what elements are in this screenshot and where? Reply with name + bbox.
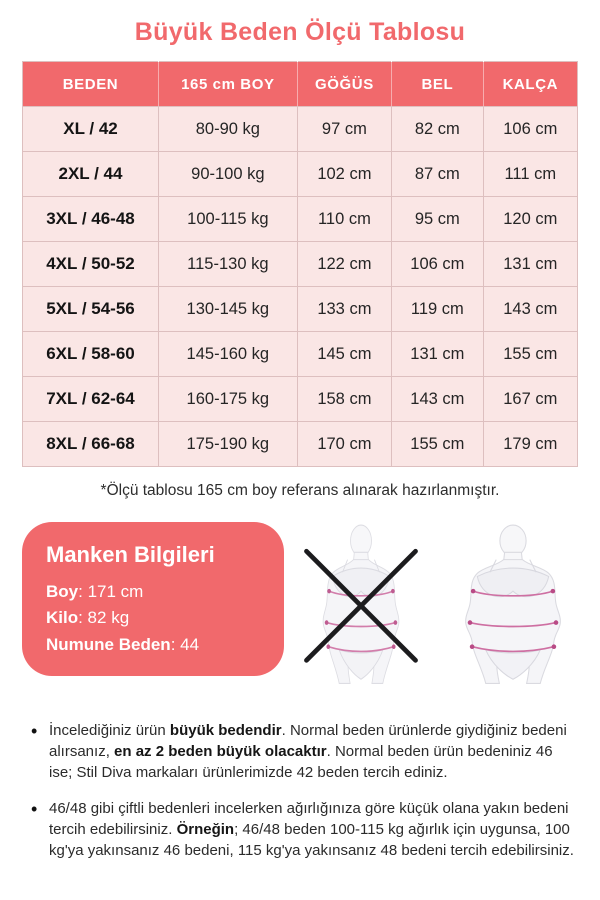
- measurement-cell: 130-145 kg: [157, 286, 298, 332]
- size-cell: XL / 42: [22, 106, 159, 152]
- page-title: Büyük Beden Ölçü Tablosu: [134, 18, 466, 46]
- table-row: 5XL / 54-56 130-145 kg 133 cm 119 cm 143 cm: [22, 286, 579, 332]
- table-row: 4XL / 50-52 115-130 kg 122 cm 106 cm 131 cm: [22, 241, 579, 287]
- measurement-cell: 90-100 kg: [157, 151, 298, 197]
- measurement-cell: 167 cm: [482, 376, 579, 422]
- notes-list: İncelediğiniz ürün büyük bedendir. Norma…: [30, 719, 576, 861]
- model-info-title: Manken Bilgileri: [46, 542, 215, 567]
- column-header: BEL: [391, 61, 484, 107]
- note-double-size-info: 46/48 gibi çiftli bedenleri incelerken a…: [30, 797, 576, 861]
- measurement-cell: 100-115 kg: [157, 196, 298, 242]
- measurement-cell: 155 cm: [482, 331, 579, 377]
- measurement-cell: 170 cm: [296, 421, 393, 467]
- measurement-cell: 133 cm: [296, 286, 393, 332]
- model-info-section: Manken Bilgileri Boy: 171 cm Kilo: 82 kg…: [22, 522, 590, 696]
- measurement-cell: 106 cm: [482, 106, 579, 152]
- measurement-cell: 145-160 kg: [157, 331, 298, 377]
- table-row: 7XL / 62-64 160-175 kg 158 cm 143 cm 167 cm: [22, 376, 579, 422]
- measurement-cell: 87 cm: [391, 151, 484, 197]
- note-sizing-info: İncelediğiniz ürün büyük bedendir. Norma…: [30, 719, 576, 783]
- measurement-cell: 95 cm: [391, 196, 484, 242]
- wrong-body-figure-illustration: [304, 524, 418, 684]
- table-row: 2XL / 44 90-100 kg 102 cm 87 cm 111 cm: [22, 151, 579, 197]
- measurement-cell: 160-175 kg: [157, 376, 298, 422]
- measurement-cell: 111 cm: [482, 151, 579, 197]
- size-cell: 6XL / 58-60: [22, 331, 159, 377]
- x-mark-icon: [304, 548, 418, 663]
- measurement-cell: 143 cm: [391, 376, 484, 422]
- model-sample-size-line: Numune Beden: 44: [46, 634, 200, 654]
- measurement-cell: 158 cm: [296, 376, 393, 422]
- measurement-cell: 143 cm: [482, 286, 579, 332]
- table-row: 6XL / 58-60 145-160 kg 145 cm 131 cm 155 cm: [22, 331, 579, 377]
- column-header: 165 cm BOY: [158, 61, 298, 107]
- measurement-cell: 82 cm: [391, 106, 484, 152]
- measurement-cell: 80-90 kg: [157, 106, 298, 152]
- measurement-cell: 102 cm: [296, 151, 393, 197]
- column-header: GÖĞÜS: [297, 61, 393, 107]
- measurement-cell: 115-130 kg: [157, 241, 298, 287]
- measurement-cell: 97 cm: [296, 106, 393, 152]
- column-header: BEDEN: [22, 61, 159, 107]
- table-row: 8XL / 66-68 175-190 kg 170 cm 155 cm 179 cm: [22, 421, 579, 467]
- measurement-cell: 155 cm: [391, 421, 484, 467]
- column-header: KALÇA: [483, 61, 578, 107]
- table-row: XL / 42 80-90 kg 97 cm 82 cm 106 cm: [22, 106, 579, 152]
- model-height-line: Boy: 171 cm: [46, 582, 144, 601]
- measurement-cell: 131 cm: [391, 331, 484, 377]
- measurement-cell: 179 cm: [482, 421, 579, 467]
- size-cell: 8XL / 66-68: [22, 421, 159, 467]
- measurement-cell: 110 cm: [296, 196, 393, 242]
- measurement-cell: 145 cm: [296, 331, 393, 377]
- table-header-row: BEDEN 165 cm BOY GÖĞÜS BEL KALÇA: [22, 61, 578, 107]
- measurement-cell: 175-190 kg: [157, 421, 298, 467]
- measurement-cell: 106 cm: [391, 241, 484, 287]
- size-cell: 4XL / 50-52: [22, 241, 159, 287]
- size-cell: 5XL / 54-56: [22, 286, 159, 332]
- measurement-cell: 122 cm: [296, 241, 393, 287]
- table-footnote: *Ölçü tablosu 165 cm boy referans alınar…: [100, 482, 500, 499]
- size-cell: 2XL / 44: [22, 151, 159, 197]
- size-cell: 7XL / 62-64: [22, 376, 159, 422]
- measurement-cell: 131 cm: [482, 241, 579, 287]
- size-cell: 3XL / 46-48: [22, 196, 159, 242]
- model-info-card: Manken Bilgileri Boy: 171 cm Kilo: 82 kg…: [22, 522, 284, 677]
- measurement-cell: 120 cm: [482, 196, 579, 242]
- size-table: BEDEN 165 cm BOY GÖĞÜS BEL KALÇA XL / 42 80-9…: [22, 61, 579, 467]
- table-row: 3XL / 46-48 100-115 kg 110 cm 95 cm 120 cm: [22, 196, 579, 242]
- measurement-cell: 119 cm: [391, 286, 484, 332]
- figure-illustrations: [284, 522, 590, 696]
- correct-body-figure-illustration: [465, 524, 561, 684]
- model-weight-line: Kilo: 82 kg: [46, 608, 130, 628]
